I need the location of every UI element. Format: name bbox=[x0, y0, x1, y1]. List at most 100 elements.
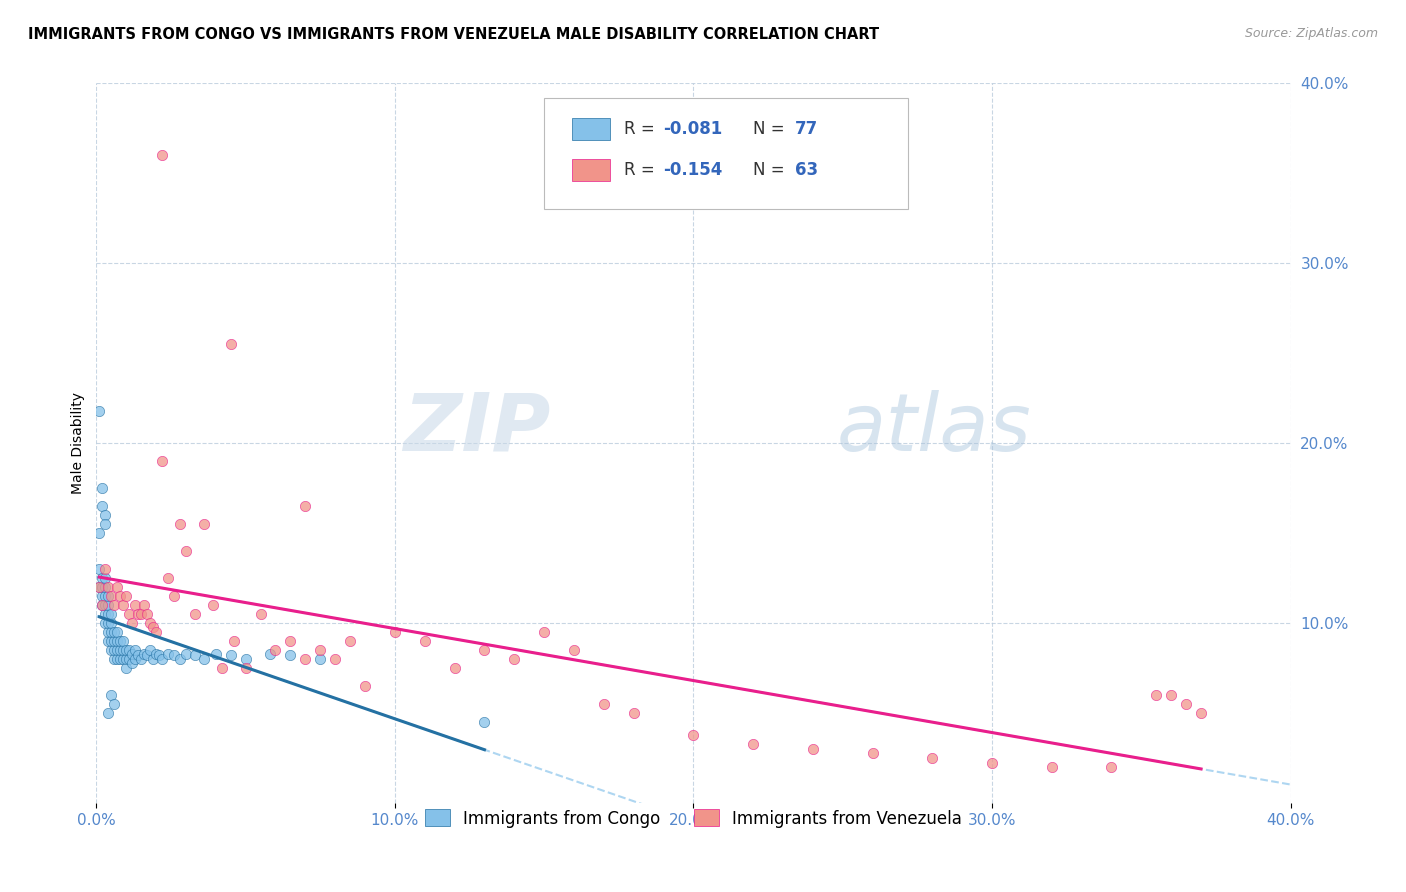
Point bbox=[156, 571, 179, 585]
Point bbox=[533, 625, 555, 640]
Point bbox=[121, 647, 143, 661]
Point bbox=[384, 625, 406, 640]
Point bbox=[142, 652, 165, 666]
Point bbox=[150, 148, 173, 162]
Point bbox=[801, 742, 824, 756]
Point bbox=[150, 454, 173, 468]
Legend: Immigrants from Congo, Immigrants from Venezuela: Immigrants from Congo, Immigrants from V… bbox=[418, 803, 969, 834]
Point bbox=[100, 616, 122, 631]
Point bbox=[124, 652, 146, 666]
Point bbox=[103, 625, 125, 640]
Point bbox=[105, 625, 128, 640]
FancyBboxPatch shape bbox=[572, 159, 610, 180]
Point bbox=[1040, 760, 1063, 774]
Point bbox=[100, 643, 122, 657]
Point bbox=[110, 634, 132, 648]
Point bbox=[100, 589, 122, 603]
Point bbox=[682, 728, 704, 742]
Point bbox=[309, 643, 332, 657]
Point bbox=[100, 688, 122, 702]
Text: N =: N = bbox=[754, 120, 790, 137]
Point bbox=[235, 652, 257, 666]
Point bbox=[94, 508, 117, 523]
Point bbox=[115, 643, 138, 657]
Point bbox=[89, 562, 111, 576]
Point bbox=[89, 580, 111, 594]
Point bbox=[103, 697, 125, 711]
Text: N =: N = bbox=[754, 161, 790, 178]
Point bbox=[169, 652, 191, 666]
Point bbox=[148, 648, 170, 663]
Point bbox=[134, 598, 156, 612]
Point bbox=[97, 616, 120, 631]
Point bbox=[1101, 760, 1123, 774]
Point bbox=[623, 706, 645, 720]
Point bbox=[94, 562, 117, 576]
Point bbox=[145, 647, 167, 661]
Point bbox=[862, 746, 884, 760]
Point bbox=[443, 661, 465, 675]
Point bbox=[150, 652, 173, 666]
Point bbox=[94, 616, 117, 631]
Point bbox=[121, 616, 143, 631]
Point bbox=[921, 751, 943, 765]
Point bbox=[118, 643, 141, 657]
Point bbox=[211, 661, 233, 675]
Point bbox=[89, 580, 111, 594]
Point bbox=[112, 634, 135, 648]
Point bbox=[129, 607, 152, 621]
Point bbox=[105, 652, 128, 666]
Point bbox=[100, 625, 122, 640]
Point bbox=[118, 607, 141, 621]
Text: -0.154: -0.154 bbox=[664, 161, 723, 178]
Point bbox=[94, 589, 117, 603]
Point bbox=[174, 544, 197, 558]
Point bbox=[235, 661, 257, 675]
Point bbox=[124, 643, 146, 657]
Point bbox=[103, 643, 125, 657]
Point bbox=[474, 643, 496, 657]
Point bbox=[103, 652, 125, 666]
Point bbox=[91, 580, 114, 594]
Point bbox=[145, 625, 167, 640]
Point bbox=[110, 652, 132, 666]
Point bbox=[112, 598, 135, 612]
Point bbox=[115, 589, 138, 603]
Point bbox=[219, 337, 242, 351]
Point bbox=[1175, 697, 1198, 711]
Point bbox=[94, 571, 117, 585]
Text: -0.081: -0.081 bbox=[664, 120, 723, 137]
Point bbox=[259, 647, 281, 661]
Text: 77: 77 bbox=[794, 120, 818, 137]
FancyBboxPatch shape bbox=[572, 118, 610, 139]
Point bbox=[1189, 706, 1212, 720]
Point bbox=[204, 647, 226, 661]
Point bbox=[280, 648, 302, 663]
Point bbox=[89, 526, 111, 541]
Point bbox=[981, 756, 1004, 771]
Point bbox=[121, 656, 143, 670]
Text: atlas: atlas bbox=[837, 390, 1032, 467]
Point bbox=[112, 652, 135, 666]
Point bbox=[97, 580, 120, 594]
Point bbox=[127, 648, 149, 663]
Point bbox=[142, 620, 165, 634]
Point bbox=[91, 598, 114, 612]
Point bbox=[219, 648, 242, 663]
Point bbox=[413, 634, 436, 648]
Point bbox=[97, 625, 120, 640]
Point bbox=[100, 607, 122, 621]
Point bbox=[97, 598, 120, 612]
Point bbox=[91, 589, 114, 603]
Point bbox=[97, 607, 120, 621]
Text: IMMIGRANTS FROM CONGO VS IMMIGRANTS FROM VENEZUELA MALE DISABILITY CORRELATION C: IMMIGRANTS FROM CONGO VS IMMIGRANTS FROM… bbox=[28, 27, 879, 42]
Point bbox=[97, 706, 120, 720]
Point bbox=[97, 589, 120, 603]
Point bbox=[474, 714, 496, 729]
Point bbox=[136, 607, 159, 621]
Point bbox=[134, 647, 156, 661]
Text: 63: 63 bbox=[794, 161, 818, 178]
Point bbox=[94, 517, 117, 532]
Point bbox=[127, 607, 149, 621]
Point bbox=[193, 517, 215, 532]
